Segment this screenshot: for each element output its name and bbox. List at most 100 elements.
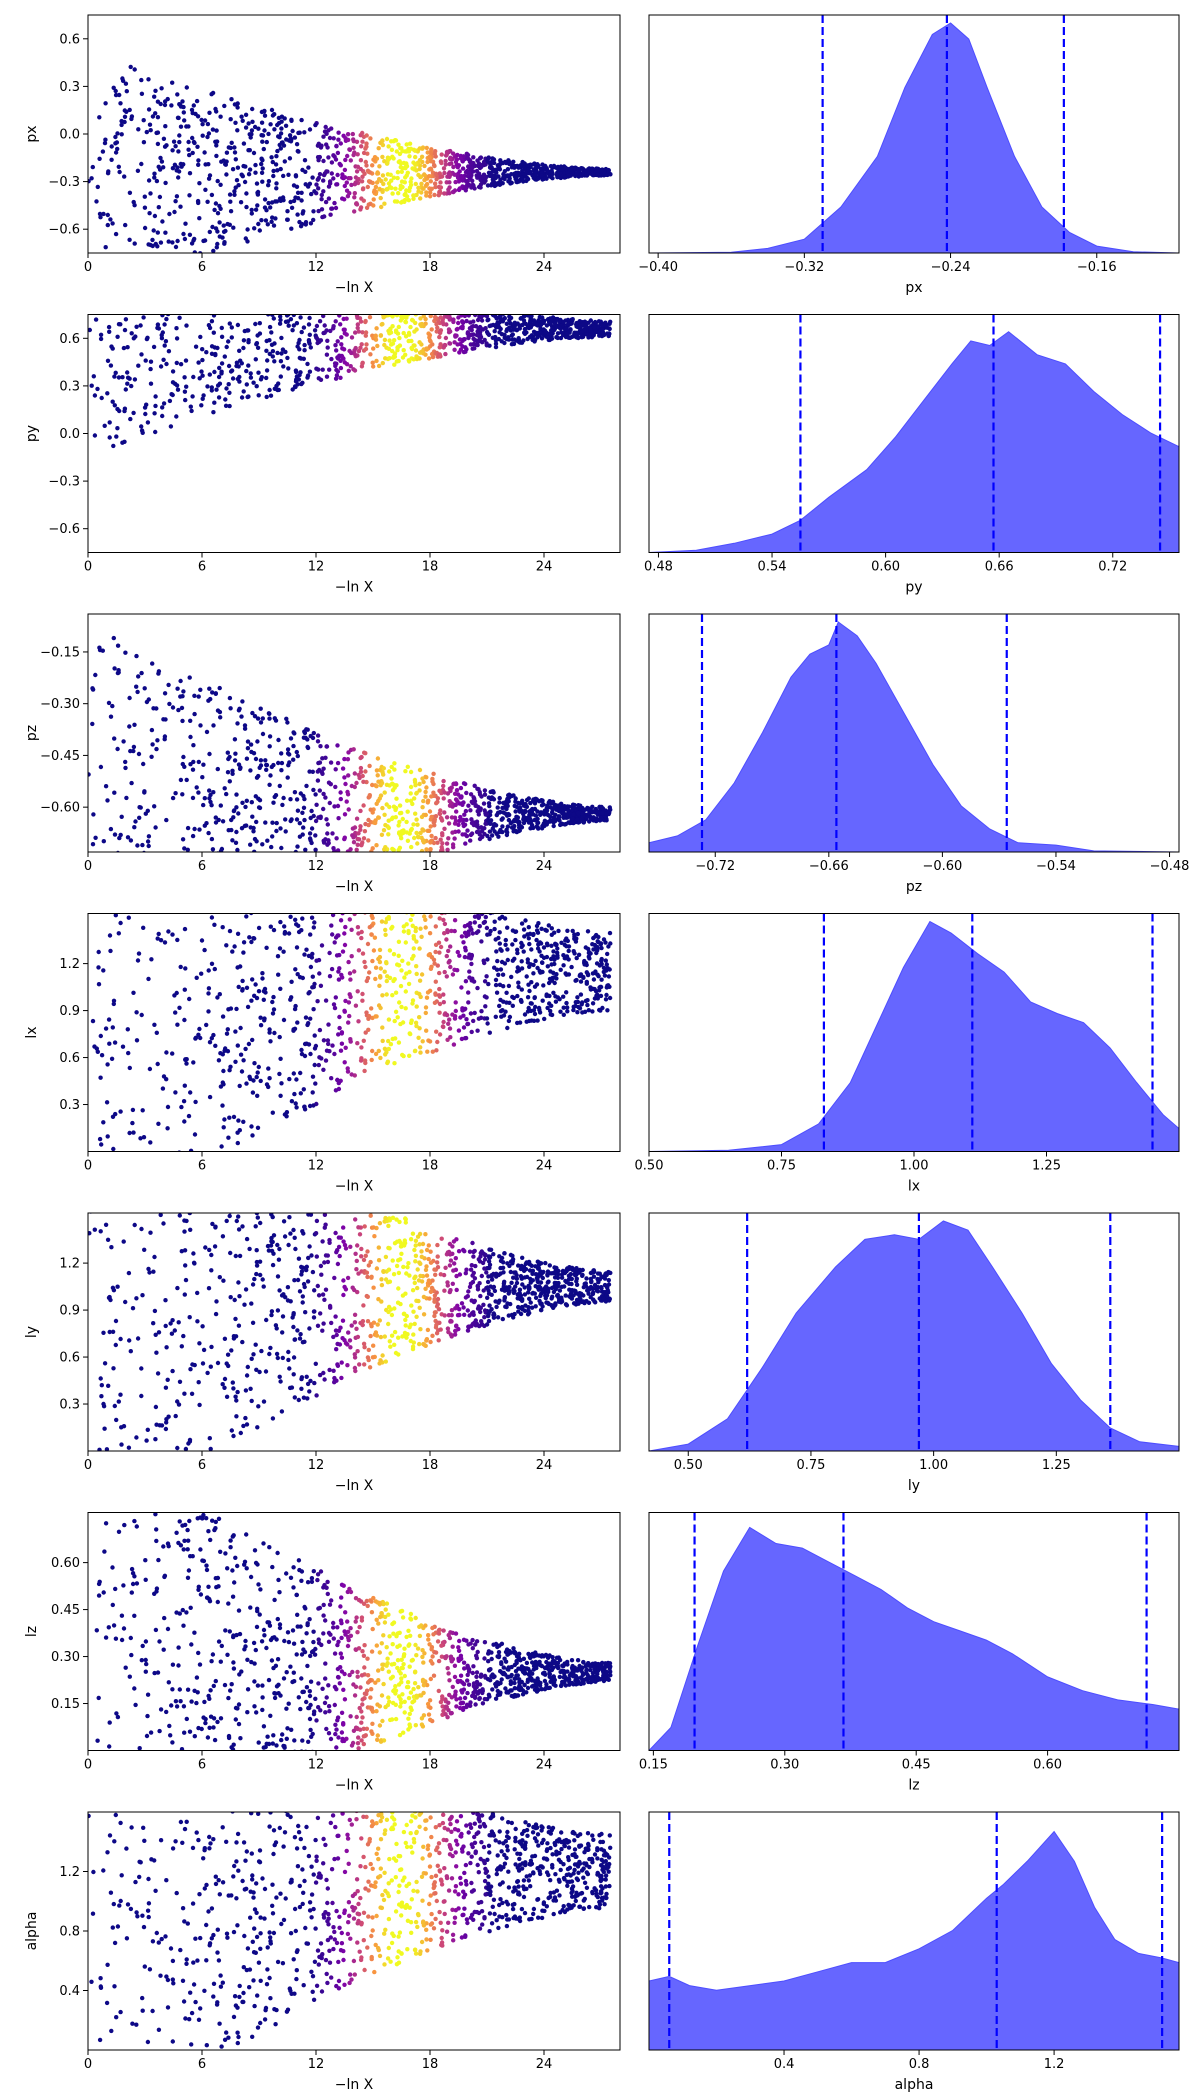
trace-point bbox=[461, 349, 467, 355]
trace-point bbox=[424, 898, 428, 902]
trace-point bbox=[226, 282, 230, 286]
trace-point bbox=[497, 941, 502, 946]
trace-point bbox=[309, 191, 314, 197]
trace-point bbox=[430, 779, 435, 784]
trace-point bbox=[507, 314, 512, 319]
trace-point bbox=[295, 344, 300, 349]
trace-point bbox=[140, 842, 145, 848]
trace-point bbox=[416, 906, 420, 910]
trace-point bbox=[400, 816, 405, 822]
trace-point bbox=[144, 279, 148, 283]
trace-point bbox=[261, 146, 266, 152]
trace-point bbox=[141, 758, 145, 762]
trace-point bbox=[285, 720, 290, 725]
trace-point bbox=[462, 812, 467, 817]
trace-point bbox=[288, 914, 293, 919]
trace-point bbox=[227, 695, 233, 701]
trace-point bbox=[254, 839, 259, 844]
trace-point bbox=[109, 882, 113, 886]
trace-point bbox=[307, 297, 311, 301]
trace-point bbox=[531, 971, 536, 976]
trace-point bbox=[229, 335, 234, 340]
trace-point bbox=[172, 263, 176, 267]
trace-point bbox=[325, 280, 329, 284]
trace-point bbox=[504, 328, 509, 334]
trace-point bbox=[600, 327, 605, 332]
trace-point bbox=[183, 397, 188, 403]
trace-point bbox=[318, 283, 322, 287]
trace-point bbox=[456, 315, 461, 320]
trace-point bbox=[467, 182, 472, 188]
trace-point bbox=[228, 209, 234, 214]
trace-point bbox=[299, 861, 303, 865]
trace-point bbox=[145, 1188, 149, 1192]
trace-point bbox=[375, 773, 380, 778]
trace-point bbox=[339, 1041, 345, 1046]
trace-point bbox=[172, 209, 177, 215]
trace-point bbox=[403, 191, 408, 197]
trace-point bbox=[532, 170, 538, 175]
trace-point bbox=[377, 186, 382, 192]
trace-point bbox=[194, 98, 200, 104]
trace-point bbox=[281, 871, 285, 875]
trace-point bbox=[123, 387, 128, 392]
trace-point bbox=[404, 819, 409, 825]
trace-point bbox=[197, 800, 201, 804]
trace-point bbox=[186, 147, 191, 152]
trace-point bbox=[482, 792, 488, 797]
trace-point bbox=[107, 872, 111, 876]
trace-point bbox=[103, 759, 107, 763]
trace-point bbox=[148, 275, 152, 279]
trace-point bbox=[395, 1015, 400, 1020]
trace-point bbox=[432, 1000, 438, 1005]
trace-point bbox=[351, 747, 356, 752]
trace-point bbox=[471, 1018, 476, 1024]
trace-point bbox=[283, 123, 289, 128]
trace-point bbox=[392, 767, 397, 772]
trace-point bbox=[222, 241, 227, 246]
trace-point bbox=[202, 796, 207, 801]
trace-point bbox=[336, 867, 340, 871]
y-tick-label: 0.3 bbox=[59, 80, 80, 95]
trace-point bbox=[325, 822, 330, 827]
trace-point bbox=[191, 103, 196, 108]
trace-point bbox=[173, 895, 177, 899]
trace-point bbox=[476, 787, 481, 792]
trace-point bbox=[120, 76, 125, 81]
trace-point bbox=[320, 214, 325, 220]
trace-point bbox=[485, 159, 490, 164]
trace-point bbox=[217, 220, 222, 225]
trace-point bbox=[351, 145, 356, 150]
trace-point bbox=[478, 155, 484, 160]
trace-point bbox=[246, 121, 251, 126]
trace-point bbox=[229, 325, 234, 330]
trace-point bbox=[221, 158, 226, 163]
trace-point bbox=[110, 399, 115, 404]
trace-point bbox=[408, 324, 413, 330]
trace-point bbox=[351, 152, 356, 158]
trace-point bbox=[437, 811, 443, 817]
trace-point bbox=[161, 717, 166, 722]
trace-point bbox=[302, 348, 307, 353]
trace-point bbox=[317, 788, 322, 793]
trace-point bbox=[405, 838, 411, 843]
trace-point bbox=[535, 816, 540, 822]
trace-point bbox=[295, 190, 301, 195]
trace-point bbox=[433, 314, 438, 320]
trace-points bbox=[88, 635, 613, 929]
trace-point bbox=[342, 167, 348, 173]
trace-point bbox=[397, 862, 401, 866]
trace-point bbox=[323, 877, 327, 881]
trace-point bbox=[337, 353, 342, 358]
trace-point bbox=[235, 721, 240, 726]
trace-point bbox=[182, 262, 186, 266]
trace-point bbox=[484, 974, 489, 979]
trace-point bbox=[291, 757, 296, 762]
trace-point bbox=[431, 163, 437, 168]
trace-point bbox=[425, 1049, 430, 1054]
trace-point bbox=[359, 305, 363, 309]
trace-point bbox=[117, 925, 121, 929]
trace-point bbox=[272, 901, 276, 905]
trace-point bbox=[358, 319, 364, 324]
trace-point bbox=[294, 184, 300, 189]
